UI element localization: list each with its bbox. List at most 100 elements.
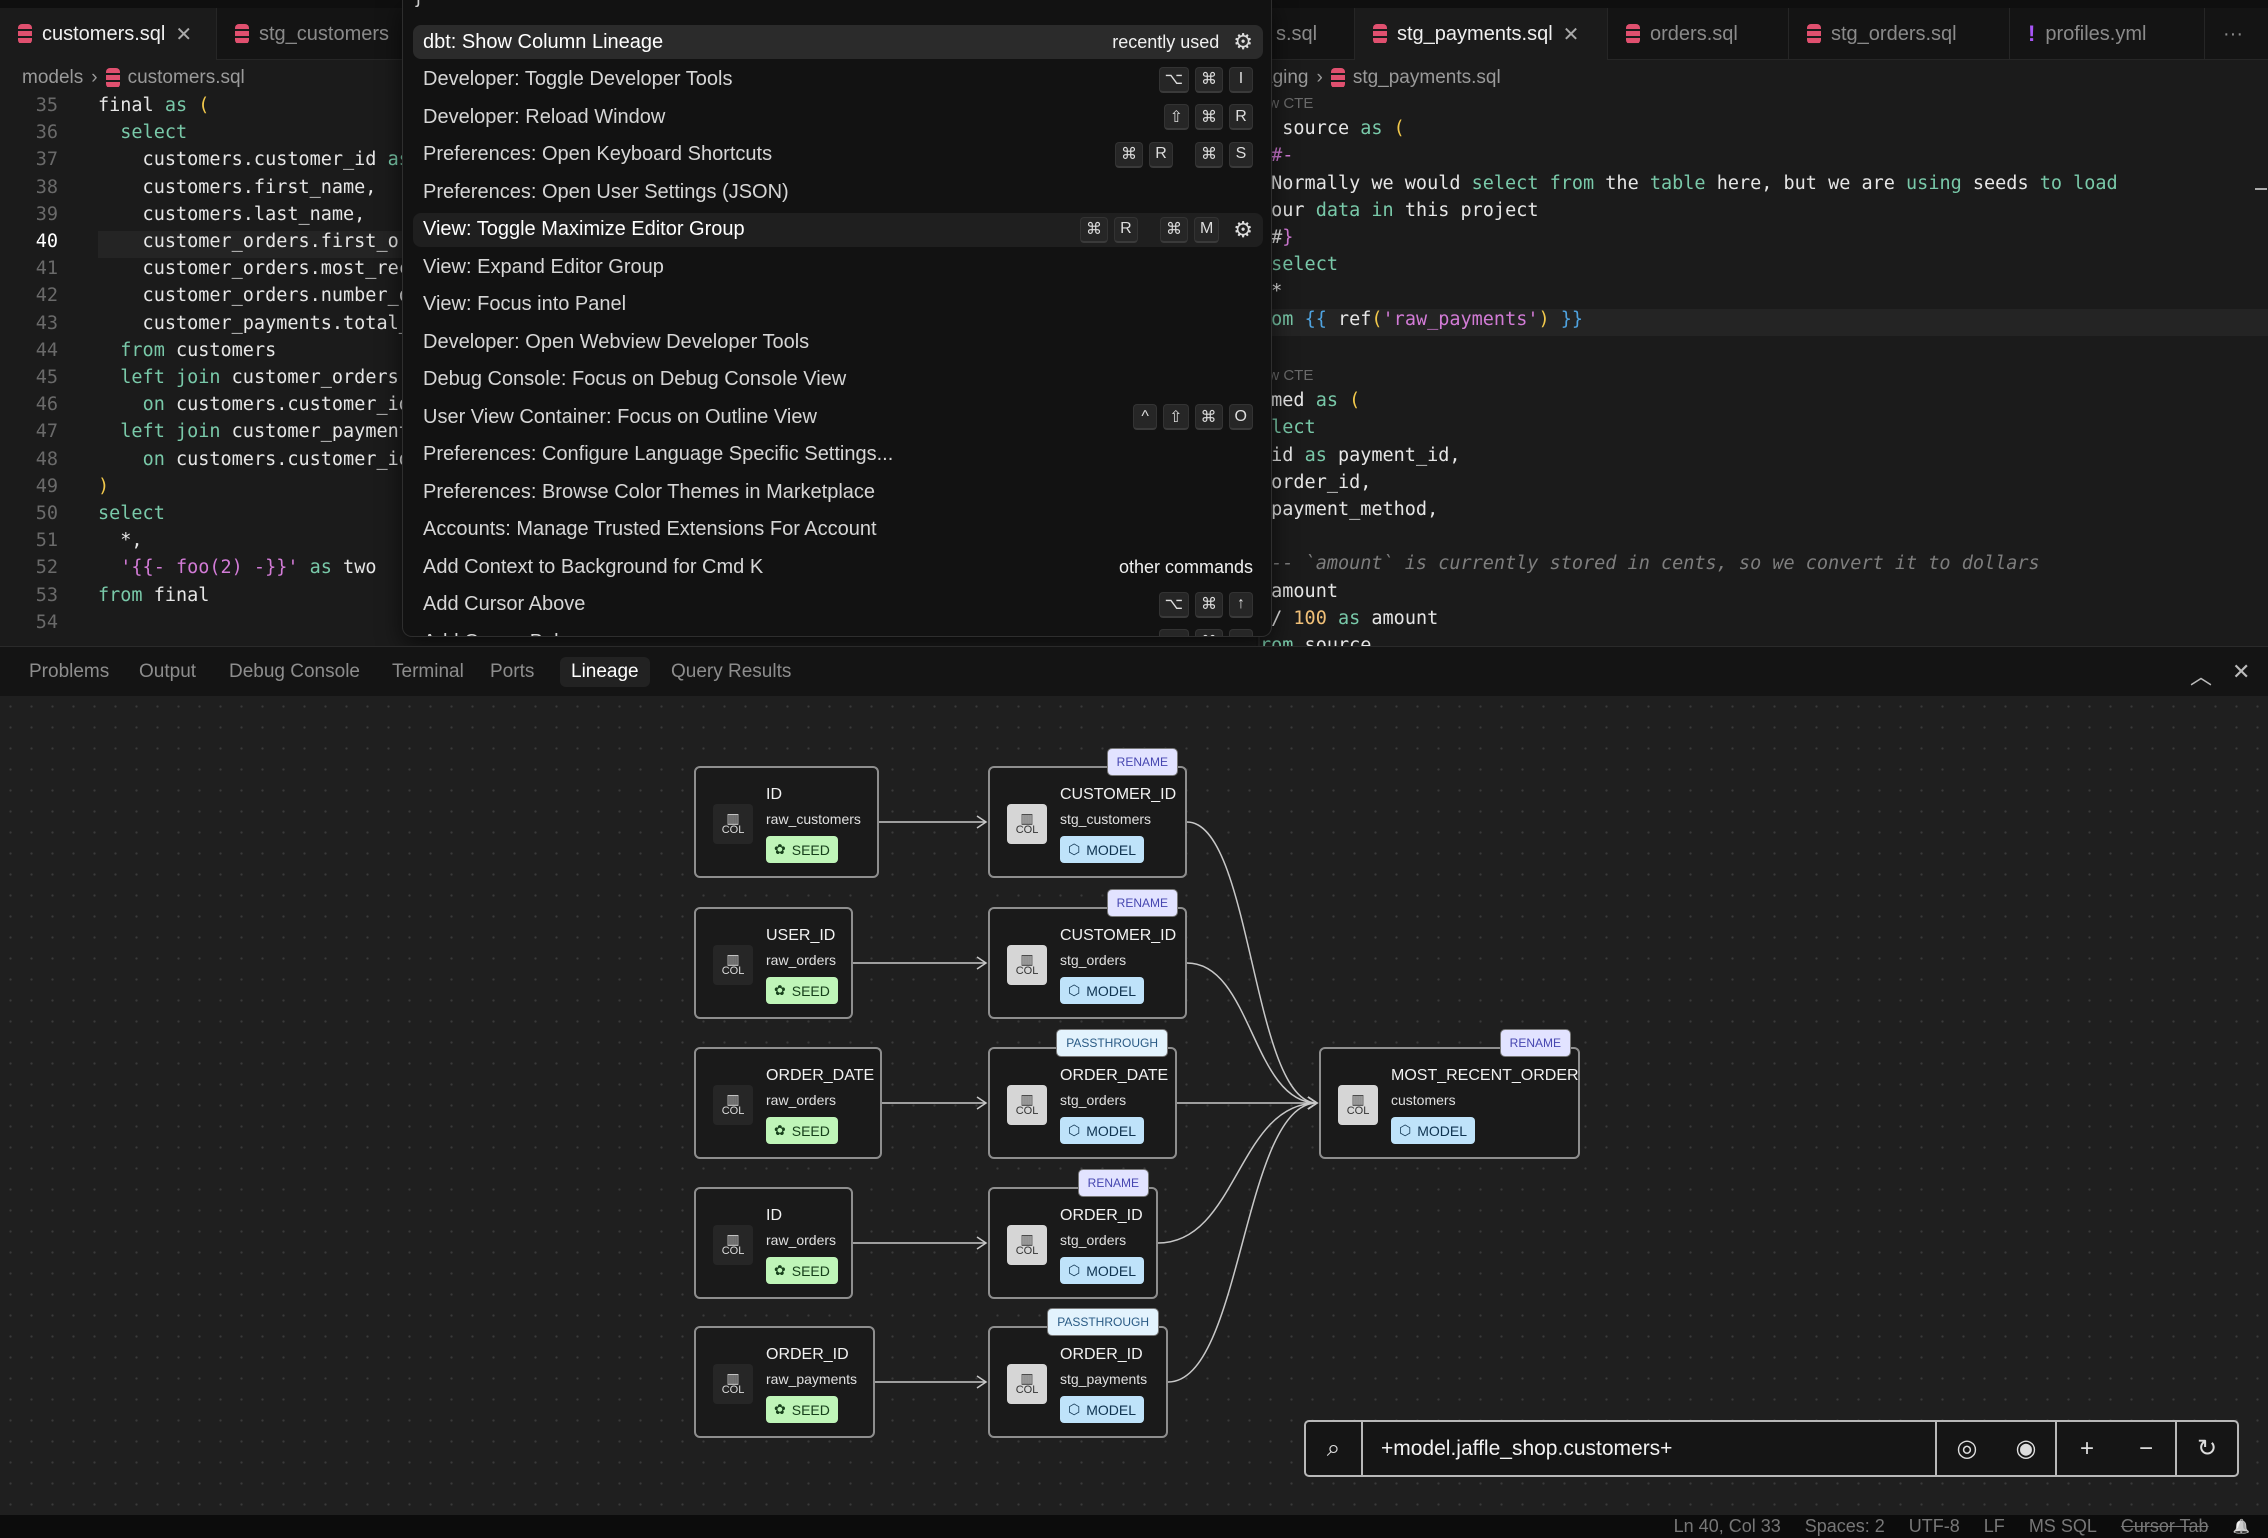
breadcrumb-folder[interactable]: aging bbox=[1262, 67, 1309, 88]
panel-tab-ports[interactable]: Ports bbox=[490, 661, 535, 682]
lineage-search-input[interactable] bbox=[1363, 1422, 1937, 1475]
code-token: n source bbox=[1260, 118, 1361, 140]
command-item[interactable]: Preferences: Open User Settings (JSON) bbox=[413, 175, 1263, 209]
command-item[interactable]: Accounts: Manage Trusted Extensions For … bbox=[413, 513, 1263, 547]
panel-tab-terminal[interactable]: Terminal bbox=[392, 661, 464, 682]
close-tab-icon[interactable]: ✕ bbox=[1562, 23, 1580, 46]
lineage-node[interactable]: ▥ COL ORDER_DATE raw_orders ✿ SEED bbox=[694, 1047, 882, 1159]
line-number: 52 bbox=[35, 557, 58, 579]
maximize-panel-icon[interactable]: ︿ bbox=[2190, 664, 2213, 689]
tab-s-sql[interactable]: s.sql bbox=[1258, 8, 1355, 60]
code-token: id bbox=[1260, 444, 1305, 466]
column-icon: ▥ COL bbox=[1007, 1225, 1047, 1265]
lineage-node[interactable]: ▥ COL CUSTOMER_ID stg_customers ⬡ MODEL RENAME bbox=[988, 748, 1187, 878]
seed-badge: ✿ SEED bbox=[766, 836, 838, 863]
command-item[interactable]: View: Expand Editor Group bbox=[413, 250, 1263, 284]
lineage-node[interactable]: ▥ COL ORDER_ID stg_orders ⬡ MODEL RENAME bbox=[988, 1169, 1158, 1299]
panel-tab-debug-console[interactable]: Debug Console bbox=[229, 661, 360, 682]
node-table-name: raw_orders bbox=[766, 952, 837, 968]
line-number: 50 bbox=[35, 503, 58, 524]
code-area[interactable]: ew CTE n source as ({#- Normally we would… bbox=[1260, 94, 2268, 646]
model-badge: ⬡ MODEL bbox=[1060, 1396, 1145, 1423]
code-token: final bbox=[142, 584, 210, 606]
command-item[interactable]: User View Container: Focus on Outline Vi… bbox=[413, 400, 1263, 434]
bell-icon[interactable]: 🔔 bbox=[2232, 1518, 2250, 1534]
code-token: / bbox=[1260, 607, 1294, 629]
command-item[interactable]: Developer: Toggle Developer Tools ⌥ ⌘ I bbox=[413, 63, 1263, 97]
keycap: ↓ bbox=[1229, 629, 1253, 636]
column-icon: ▥ COL bbox=[713, 804, 753, 844]
breadcrumb: models › customers.sql bbox=[22, 64, 245, 92]
command-item[interactable]: Add Context to Background for Cmd K other… bbox=[413, 550, 1263, 584]
status-cursor-position[interactable]: Ln 40, Col 33 bbox=[1673, 1516, 1781, 1536]
more-tabs-icon[interactable]: ··· bbox=[2223, 22, 2243, 45]
lineage-node[interactable]: ▥ COL ORDER_ID raw_payments ✿ SEED bbox=[694, 1326, 875, 1438]
code-line: / 100 as amount bbox=[1260, 608, 1438, 629]
command-item[interactable]: Preferences: Configure Language Specific… bbox=[413, 438, 1263, 472]
status-eol[interactable]: LF bbox=[1983, 1516, 2005, 1536]
gear-icon[interactable]: ⚙ bbox=[1233, 216, 1253, 242]
code-line: * bbox=[1260, 281, 1282, 302]
lineage-node[interactable]: ▥ COL ID raw_customers ✿ SEED bbox=[694, 766, 879, 878]
lineage-node[interactable]: ▥ COL USER_ID raw_orders ✿ SEED bbox=[694, 907, 853, 1019]
command-item[interactable]: Add Cursor Below⌥ ⌘ ↓ bbox=[413, 625, 1263, 636]
tab-stg_payments-sql[interactable]: stg_payments.sql ✕ bbox=[1355, 8, 1608, 60]
code-line: '{{- foo(2) -}}' as two bbox=[98, 557, 376, 578]
breadcrumb-file[interactable]: customers.sql bbox=[127, 67, 245, 88]
keycap: ⌥ bbox=[1158, 591, 1189, 618]
panel-tab-problems[interactable]: Problems bbox=[29, 661, 110, 682]
tab-stg_customers[interactable]: stg_customers bbox=[217, 8, 407, 60]
right-editor[interactable]: aging › stg_payments.sql ew CTE n source … bbox=[1258, 60, 2268, 646]
tab-stg_orders-sql[interactable]: stg_orders.sql bbox=[1789, 8, 2010, 60]
eye-icon[interactable]: ◉ bbox=[1997, 1422, 2057, 1475]
transform-badge: RENAME bbox=[1499, 1029, 1571, 1057]
lineage-node[interactable]: ▥ COL MOST_RECENT_ORDER customers ⬡ MODEL RENA… bbox=[1319, 1029, 1580, 1159]
lineage-node[interactable]: ▥ COL ORDER_ID stg_payments ⬡ MODEL PASSTHROUG… bbox=[988, 1308, 1168, 1438]
tab-label: s.sql bbox=[1276, 22, 1318, 45]
close-panel-icon[interactable]: ✕ bbox=[2232, 659, 2251, 684]
panel-tab-query-results[interactable]: Query Results bbox=[671, 661, 792, 682]
refresh-icon[interactable]: ↻ bbox=[2196, 1435, 2218, 1462]
command-item[interactable]: Developer: Reload Window ⇧ ⌘ R bbox=[413, 100, 1263, 134]
command-item[interactable]: Developer: Open Webview Developer Tools bbox=[413, 325, 1263, 359]
breadcrumb-file[interactable]: stg_payments.sql bbox=[1352, 67, 1501, 88]
tab-customers-sql[interactable]: customers.sql ✕ bbox=[0, 8, 217, 60]
code-token: customers.first_name, bbox=[98, 176, 377, 198]
command-item[interactable]: Preferences: Open Keyboard Shortcuts ⌘ R ⌘ S bbox=[413, 138, 1263, 172]
lineage-canvas[interactable]: ▥ COL ID raw_customers ✿ SEED ▥ COL USER_ID raw_o… bbox=[0, 696, 2268, 1515]
breadcrumb-folder[interactable]: models bbox=[22, 67, 84, 88]
close-tab-icon[interactable]: ✕ bbox=[175, 23, 193, 46]
panel-tab-lineage[interactable]: Lineage bbox=[560, 657, 650, 687]
node-table-name: stg_customers bbox=[1060, 811, 1152, 827]
panel-tab-output[interactable]: Output bbox=[139, 661, 197, 682]
command-item[interactable]: View: Focus into Panel bbox=[413, 288, 1263, 322]
column-label: COL bbox=[1015, 1105, 1039, 1117]
tab-orders-sql[interactable]: orders.sql bbox=[1608, 8, 1789, 60]
status-indentation[interactable]: Spaces: 2 bbox=[1804, 1516, 1885, 1536]
code-token: left join bbox=[120, 367, 221, 388]
command-item[interactable]: View: Toggle Maximize Editor Group ⌘ R ⌘ M ⚙ bbox=[413, 212, 1263, 247]
lineage-node[interactable]: ▥ COL CUSTOMER_ID stg_orders ⬡ MODEL RENAME bbox=[988, 889, 1187, 1019]
lineage-node[interactable]: ▥ COL ID raw_orders ✿ SEED bbox=[694, 1187, 853, 1299]
palette-input-caret[interactable]: } bbox=[415, 0, 422, 9]
zoom-in-icon[interactable]: + bbox=[2079, 1434, 2094, 1462]
model-badge: ⬡ MODEL bbox=[1391, 1117, 1476, 1144]
gear-icon[interactable]: ⚙ bbox=[1233, 29, 1253, 54]
node-column-name: ORDER_DATE bbox=[766, 1067, 875, 1084]
status-language[interactable]: MS SQL bbox=[2028, 1516, 2097, 1536]
scrollbar-marker[interactable] bbox=[2255, 188, 2267, 190]
tab-profiles-yml[interactable]: ! profiles.yml bbox=[2010, 8, 2205, 60]
code-token: ref bbox=[1326, 308, 1372, 330]
line-number: 46 bbox=[35, 394, 58, 416]
zoom-out-icon[interactable]: − bbox=[2117, 1422, 2177, 1475]
status-cursor-tab[interactable]: Cursor Tab bbox=[2120, 1516, 2209, 1536]
lineage-node[interactable]: ▥ COL ORDER_DATE stg_orders ⬡ MODEL PASSTHROUG… bbox=[988, 1029, 1177, 1159]
command-item[interactable]: Preferences: Browse Color Themes in Mark… bbox=[413, 475, 1263, 509]
command-shortcut: recently used ⚙ bbox=[1112, 29, 1253, 55]
command-item[interactable]: Debug Console: Focus on Debug Console Vi… bbox=[413, 363, 1263, 397]
line-number: 40 bbox=[35, 231, 58, 252]
status-encoding[interactable]: UTF-8 bbox=[1908, 1516, 1960, 1536]
command-item[interactable]: dbt: Show Column Lineage recently used ⚙ bbox=[413, 25, 1263, 59]
command-item[interactable]: Add Cursor Above ⌥ ⌘ ↑ bbox=[413, 588, 1263, 622]
aperture-icon[interactable]: ◎ bbox=[1956, 1435, 1978, 1462]
